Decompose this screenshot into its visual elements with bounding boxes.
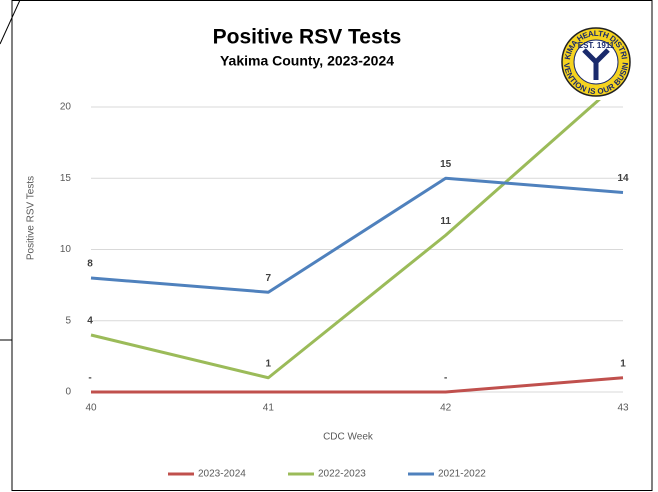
frame	[11, 0, 653, 491]
frame-edge	[0, 0, 21, 45]
x-tick-label: 41	[263, 403, 275, 414]
data-label: 14	[617, 173, 629, 184]
data-label: -	[88, 373, 91, 384]
data-label: 11	[440, 216, 451, 227]
y-tick-label: 10	[60, 244, 72, 255]
logo-y	[582, 48, 610, 80]
data-label: 7	[266, 273, 272, 284]
chart-subtitle: Yakima County, 2023-2024	[220, 53, 394, 69]
series-line	[90, 100, 601, 380]
legend-label: 2021-2022	[438, 469, 486, 480]
x-tick-label: 42	[440, 403, 452, 414]
y-tick-label: 20	[60, 102, 72, 113]
y-tick-label: 0	[65, 387, 71, 398]
chart-title: Positive RSV Tests	[213, 26, 402, 49]
series-line	[91, 376, 624, 394]
logo-est: EST. 1911	[578, 41, 615, 50]
x-tick-label: 40	[85, 403, 97, 414]
x-tick-label: 43	[617, 403, 629, 414]
data-label: -	[444, 373, 447, 384]
legend-label: 2023-2024	[198, 469, 246, 480]
y-tick-label: 15	[60, 173, 72, 184]
data-label: 1	[266, 358, 272, 369]
data-label: 4	[87, 316, 93, 327]
series-line	[90, 176, 624, 294]
data-label: 15	[440, 159, 452, 170]
data-label: 8	[87, 259, 93, 270]
x-axis-label: CDC Week	[323, 432, 374, 443]
y-tick-label: 5	[65, 315, 71, 326]
legend-label: 2022-2023	[318, 469, 366, 480]
plot-area	[90, 100, 624, 394]
y-axis-label: Positive RSV Tests	[26, 176, 37, 260]
data-label: 1	[620, 358, 626, 369]
